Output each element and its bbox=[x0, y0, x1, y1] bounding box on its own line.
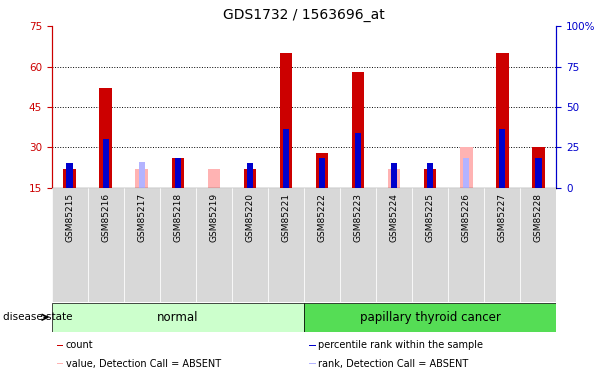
Bar bbox=[57, 363, 63, 364]
Bar bbox=[460, 147, 472, 188]
Text: GSM85225: GSM85225 bbox=[426, 193, 435, 242]
FancyBboxPatch shape bbox=[268, 188, 304, 302]
FancyBboxPatch shape bbox=[52, 188, 88, 302]
Text: count: count bbox=[66, 340, 93, 350]
Bar bbox=[463, 159, 469, 188]
Bar bbox=[309, 345, 316, 346]
Bar bbox=[499, 129, 505, 188]
Bar bbox=[316, 153, 328, 188]
Bar bbox=[304, 303, 556, 332]
Bar bbox=[244, 169, 256, 188]
Bar bbox=[136, 169, 148, 188]
Bar bbox=[496, 53, 508, 188]
Text: GSM85223: GSM85223 bbox=[354, 193, 362, 242]
FancyBboxPatch shape bbox=[88, 188, 124, 302]
FancyBboxPatch shape bbox=[520, 188, 556, 302]
Text: GSM85218: GSM85218 bbox=[173, 193, 182, 242]
Text: papillary thyroid cancer: papillary thyroid cancer bbox=[360, 311, 500, 324]
Text: GSM85228: GSM85228 bbox=[534, 193, 543, 242]
FancyBboxPatch shape bbox=[448, 188, 484, 302]
FancyBboxPatch shape bbox=[232, 188, 268, 302]
Bar bbox=[424, 169, 437, 188]
Text: GSM85227: GSM85227 bbox=[498, 193, 506, 242]
Bar bbox=[427, 164, 434, 188]
FancyBboxPatch shape bbox=[196, 188, 232, 302]
Bar bbox=[309, 363, 316, 364]
FancyBboxPatch shape bbox=[376, 188, 412, 302]
Bar bbox=[139, 162, 145, 188]
Bar bbox=[103, 139, 109, 188]
Text: GSM85221: GSM85221 bbox=[282, 193, 291, 242]
Bar bbox=[171, 158, 184, 188]
Bar bbox=[100, 88, 112, 188]
Text: rank, Detection Call = ABSENT: rank, Detection Call = ABSENT bbox=[318, 359, 468, 369]
Text: GSM85226: GSM85226 bbox=[461, 193, 471, 242]
FancyBboxPatch shape bbox=[484, 188, 520, 302]
Text: normal: normal bbox=[157, 311, 199, 324]
Text: GSM85217: GSM85217 bbox=[137, 193, 147, 242]
Bar bbox=[391, 164, 398, 188]
Bar bbox=[532, 147, 545, 188]
FancyBboxPatch shape bbox=[412, 188, 448, 302]
Text: GSM85219: GSM85219 bbox=[209, 193, 218, 242]
Bar bbox=[535, 159, 542, 188]
Title: GDS1732 / 1563696_at: GDS1732 / 1563696_at bbox=[223, 9, 385, 22]
Bar bbox=[247, 164, 253, 188]
Text: GSM85220: GSM85220 bbox=[246, 193, 254, 242]
Text: GSM85216: GSM85216 bbox=[102, 193, 110, 242]
FancyBboxPatch shape bbox=[340, 188, 376, 302]
Text: value, Detection Call = ABSENT: value, Detection Call = ABSENT bbox=[66, 359, 221, 369]
FancyBboxPatch shape bbox=[124, 188, 160, 302]
Bar bbox=[174, 159, 181, 188]
Bar bbox=[355, 133, 361, 188]
Bar bbox=[283, 129, 289, 188]
Bar bbox=[63, 169, 76, 188]
Text: GSM85224: GSM85224 bbox=[390, 193, 399, 242]
Bar bbox=[57, 345, 63, 346]
Bar bbox=[66, 164, 73, 188]
Bar bbox=[52, 303, 304, 332]
Bar bbox=[388, 169, 401, 188]
Bar bbox=[352, 72, 364, 188]
Text: GSM85215: GSM85215 bbox=[65, 193, 74, 242]
Bar bbox=[207, 169, 220, 188]
Bar bbox=[319, 159, 325, 188]
Bar bbox=[280, 53, 292, 188]
Text: GSM85222: GSM85222 bbox=[317, 193, 326, 242]
FancyBboxPatch shape bbox=[160, 188, 196, 302]
Text: percentile rank within the sample: percentile rank within the sample bbox=[318, 340, 483, 350]
Text: disease state: disease state bbox=[3, 312, 72, 322]
FancyBboxPatch shape bbox=[304, 188, 340, 302]
